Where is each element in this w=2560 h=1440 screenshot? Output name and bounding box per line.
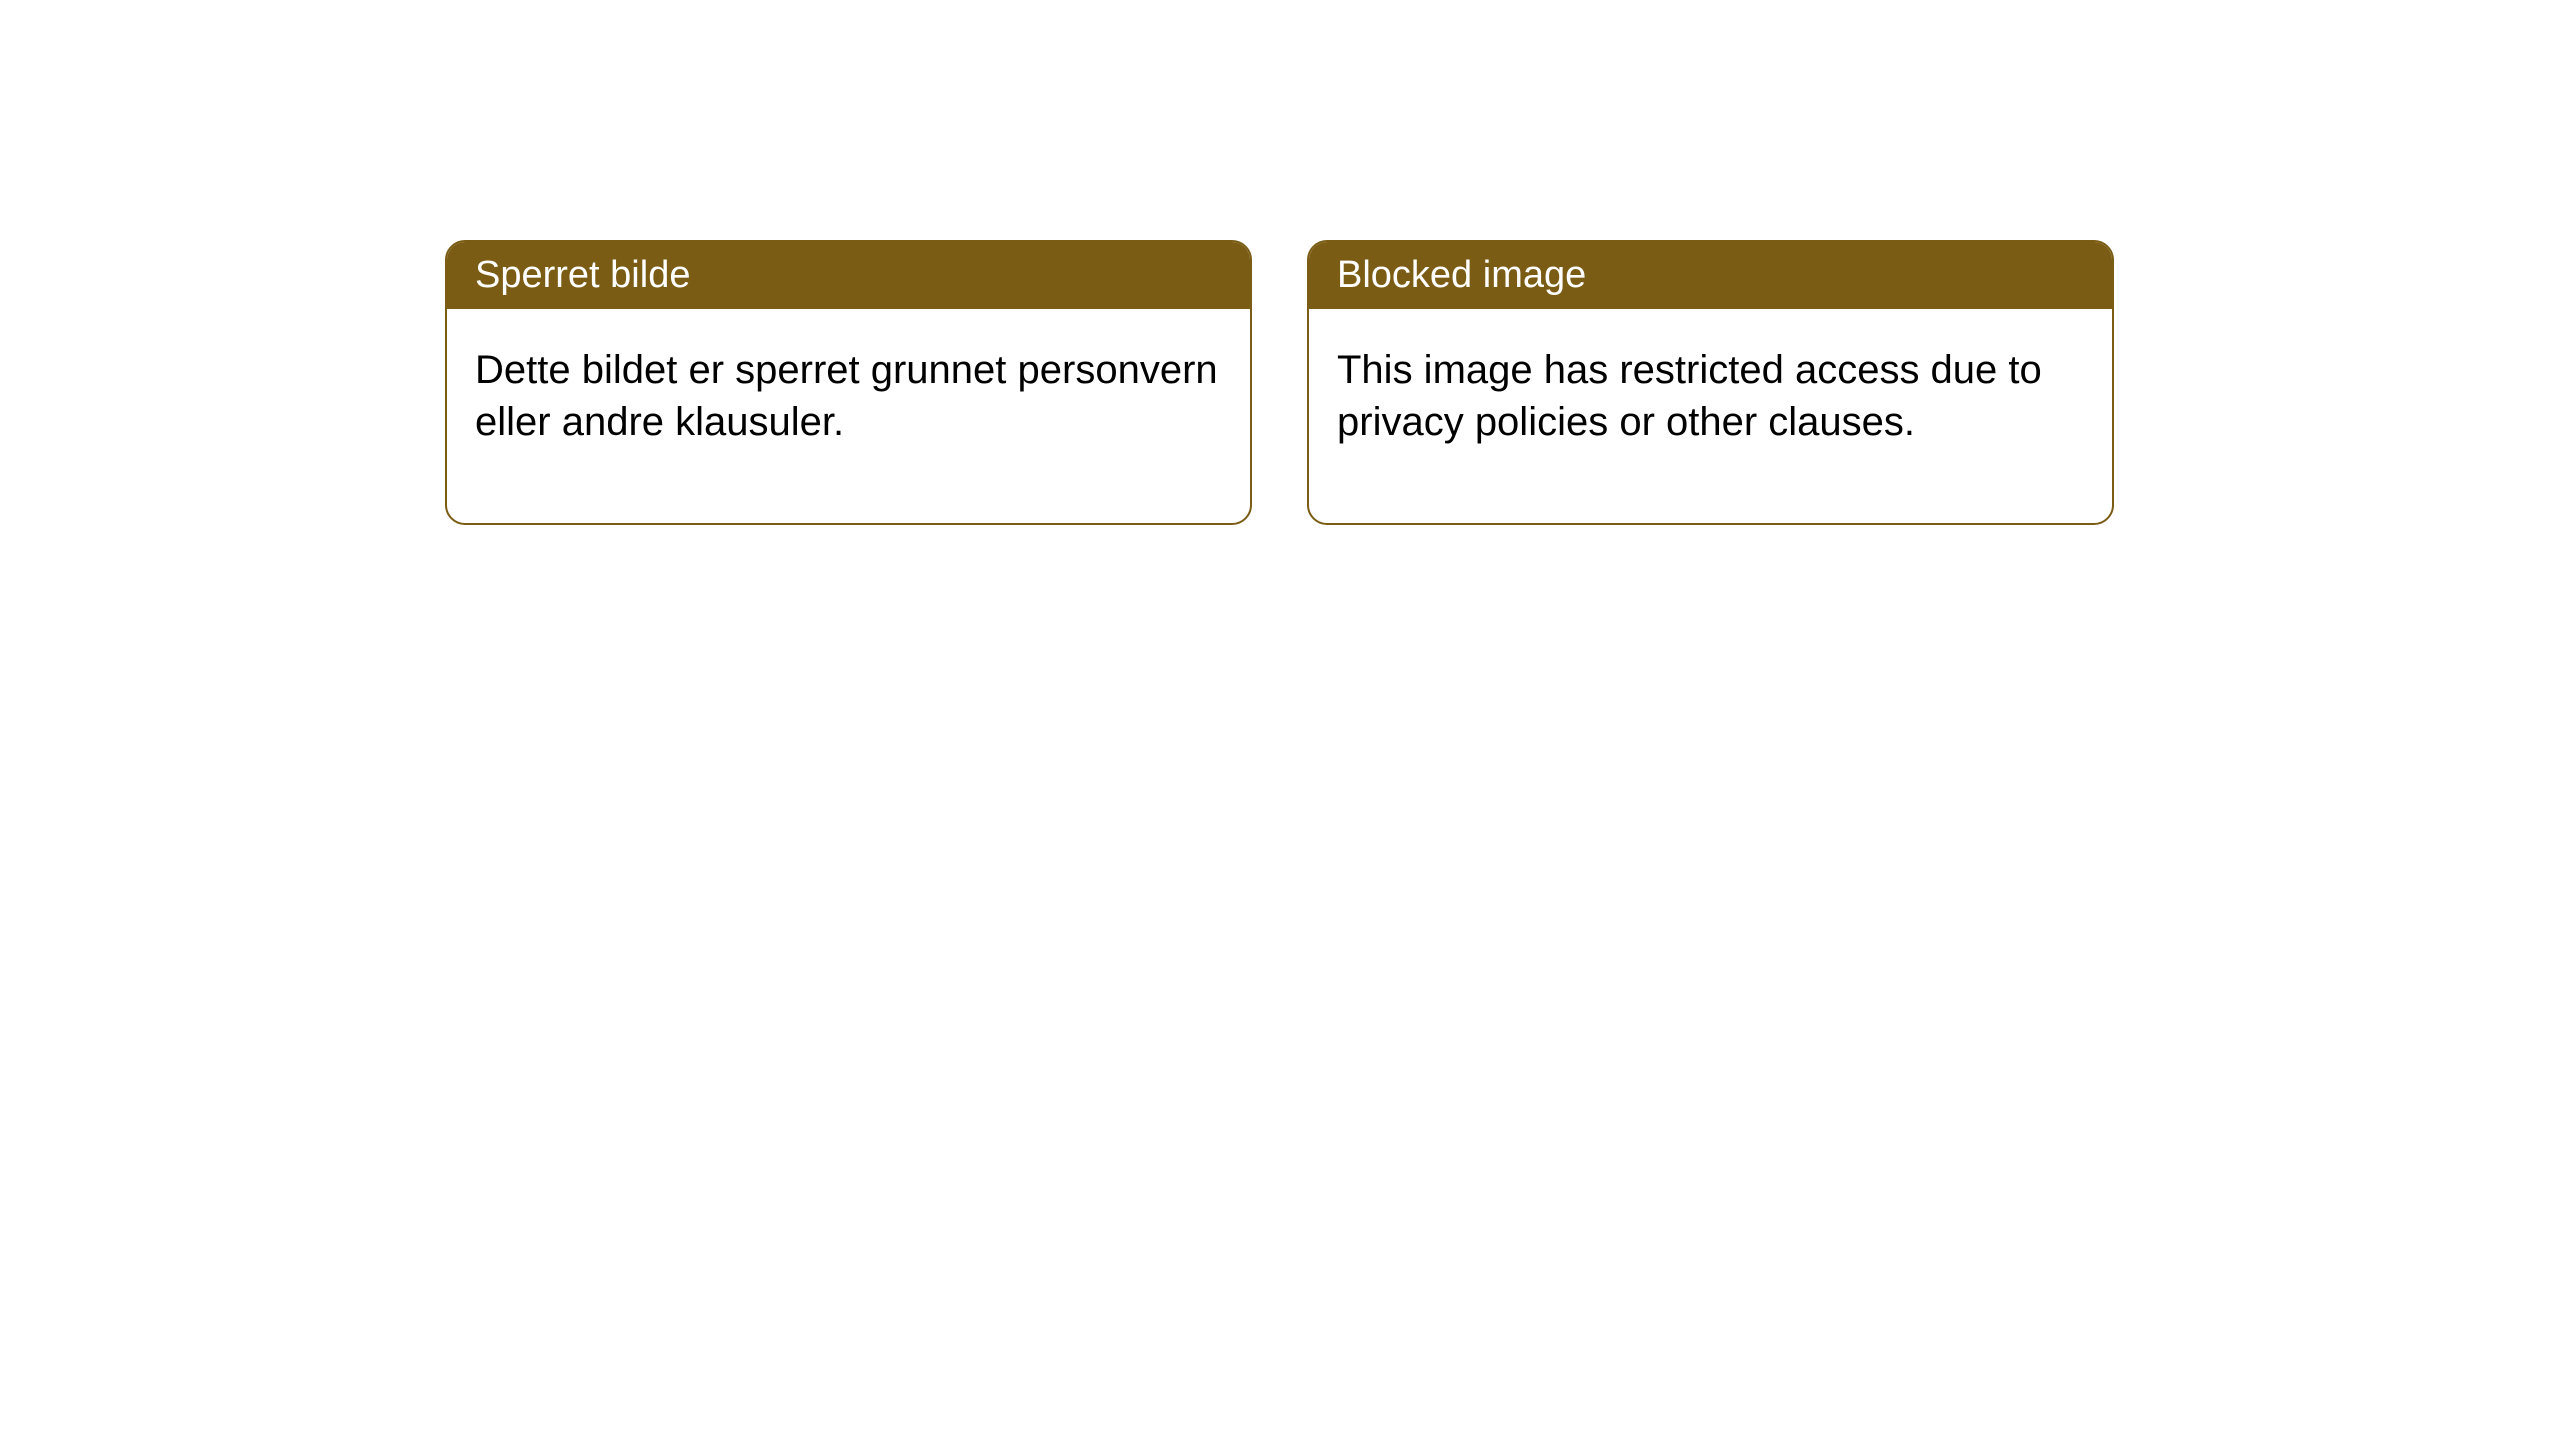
notice-card-english: Blocked image This image has restricted … bbox=[1307, 240, 2114, 525]
notice-body-english: This image has restricted access due to … bbox=[1309, 309, 2112, 523]
notice-body-norwegian: Dette bildet er sperret grunnet personve… bbox=[447, 309, 1250, 523]
notice-card-norwegian: Sperret bilde Dette bildet er sperret gr… bbox=[445, 240, 1252, 525]
notice-title-english: Blocked image bbox=[1309, 242, 2112, 309]
notice-container: Sperret bilde Dette bildet er sperret gr… bbox=[445, 240, 2114, 525]
notice-title-norwegian: Sperret bilde bbox=[447, 242, 1250, 309]
